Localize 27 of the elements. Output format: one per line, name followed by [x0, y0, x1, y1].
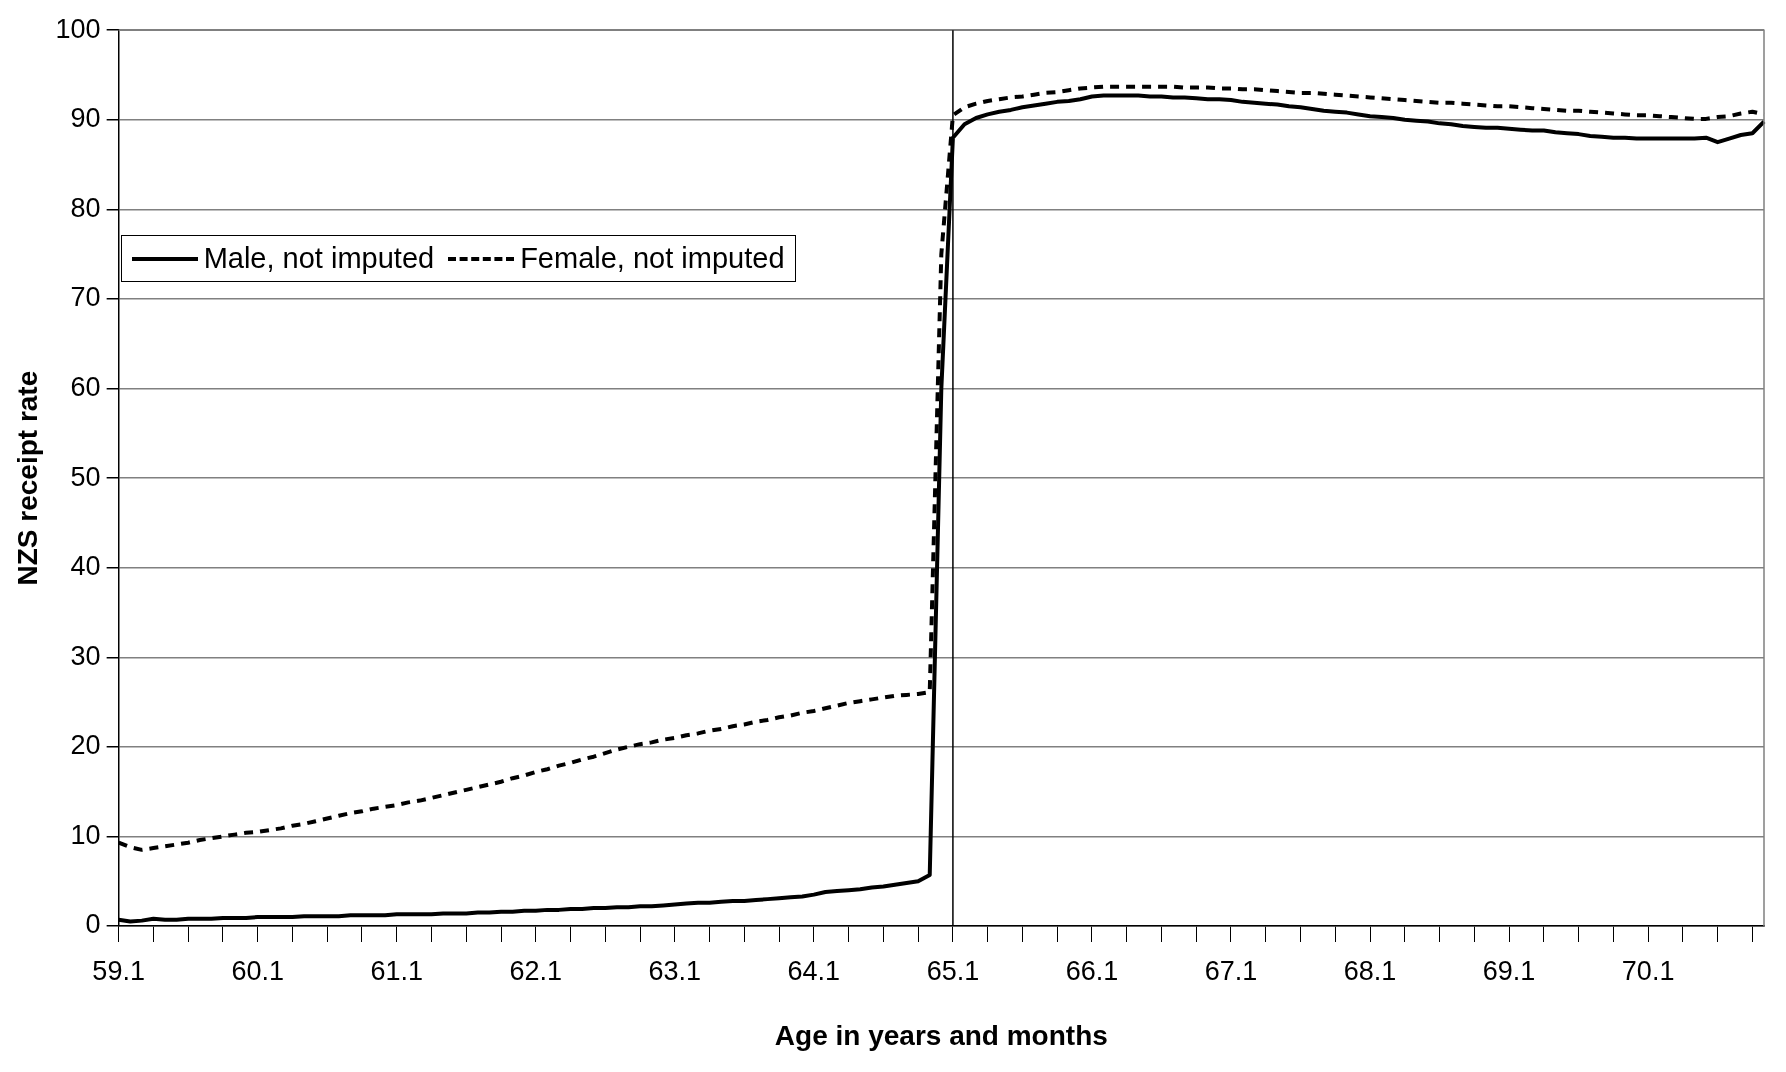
y-tick-label: 60: [70, 371, 101, 402]
y-tick-label: 20: [70, 730, 101, 761]
x-tick-label: 65.1: [926, 955, 980, 986]
x-tick-label: 69.1: [1482, 955, 1536, 986]
y-tick-label: 80: [70, 192, 101, 223]
y-tick-label: 70: [70, 282, 101, 313]
y-tick-label: 90: [70, 103, 101, 134]
x-tick-label: 60.1: [231, 955, 284, 986]
y-tick-label: 0: [85, 909, 101, 940]
y-tick-label: 40: [70, 551, 101, 582]
y-axis-title: NZS receipt rate: [11, 370, 43, 586]
x-tick-label: 64.1: [787, 955, 841, 986]
y-tick-label: 100: [55, 13, 101, 44]
y-tick-label: 50: [70, 461, 101, 492]
x-tick-label: 63.1: [648, 955, 702, 986]
legend-label: Female, not imputed: [520, 242, 785, 276]
x-tick-label: 70.1: [1621, 955, 1675, 986]
x-tick-label: 62.1: [509, 955, 563, 986]
y-tick-label: 10: [70, 819, 101, 850]
legend-label: Male, not imputed: [203, 242, 435, 276]
x-tick-label: 67.1: [1204, 955, 1258, 986]
y-tick-label: 30: [70, 640, 101, 671]
x-axis-title: Age in years and months: [774, 1019, 1108, 1051]
x-tick-label: 59.1: [92, 955, 145, 986]
x-tick-label: 61.1: [370, 955, 424, 986]
x-tick-label: 68.1: [1343, 955, 1397, 986]
x-tick-label: 66.1: [1065, 955, 1119, 986]
